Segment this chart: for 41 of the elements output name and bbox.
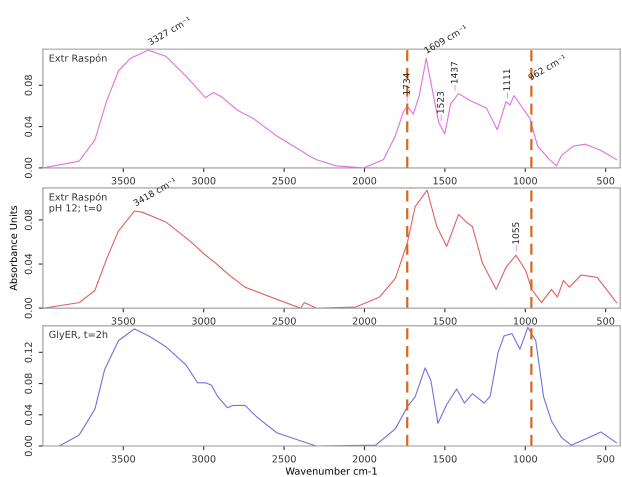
- annotation: 1734: [403, 73, 410, 95]
- y-tick-label: 0.12: [24, 342, 32, 363]
- x-tick-label: 2500: [272, 455, 296, 463]
- x-tick-label: 1500: [434, 455, 457, 463]
- x-tick-label: 500: [597, 177, 614, 184]
- x-tick-label: 3500: [112, 177, 136, 184]
- y-tick-label: 0.04: [24, 116, 32, 137]
- annotation: 1111: [503, 69, 510, 90]
- x-tick-label: 2500: [272, 177, 296, 184]
- x-tick-label: 3000: [192, 455, 216, 463]
- x-tick-label: 2500: [272, 317, 296, 325]
- y-tick-label: 0.04: [24, 254, 32, 274]
- chart-title: GlyER, t=2h: [49, 330, 108, 340]
- annotation: 1437: [450, 62, 458, 84]
- y-axis-title: Absorbance Units: [10, 206, 18, 291]
- y-tick-label: 0.08: [24, 373, 32, 394]
- x-tick-label: 3000: [192, 317, 216, 325]
- x-tick-label: 2000: [352, 177, 376, 184]
- y-tick-label: 0.00: [24, 158, 32, 178]
- annotation: 1055: [512, 222, 520, 244]
- y-tick-label: 0.08: [24, 75, 32, 96]
- x-tick-label: 500: [597, 317, 614, 325]
- x-tick-label: 1000: [514, 317, 537, 325]
- y-tick-label: 0.00: [24, 436, 32, 456]
- y-tick-label: 0.00: [24, 298, 32, 318]
- x-tick-label: 2000: [352, 455, 376, 463]
- x-tick-label: 1500: [434, 317, 457, 325]
- x-tick-label: 2000: [352, 317, 376, 325]
- chart-title: Extr Raspón: [50, 54, 106, 64]
- x-tick-label: 3500: [112, 317, 136, 325]
- y-tick-label: 0.04: [24, 404, 32, 425]
- text: Extr Raspón pH 12; t=0: [50, 192, 106, 214]
- x-tick-label: 1500: [434, 177, 457, 184]
- x-axis-title: Wavenumber cm-1: [286, 467, 377, 475]
- annotation: 1523: [436, 92, 444, 114]
- y-tick-label: 0.08: [24, 210, 32, 230]
- x-tick-label: 3000: [192, 177, 216, 184]
- x-tick-label: 500: [597, 455, 614, 463]
- x-tick-label: 3500: [112, 455, 136, 463]
- x-tick-label: 1000: [514, 177, 537, 184]
- x-tick-label: 1000: [514, 455, 537, 463]
